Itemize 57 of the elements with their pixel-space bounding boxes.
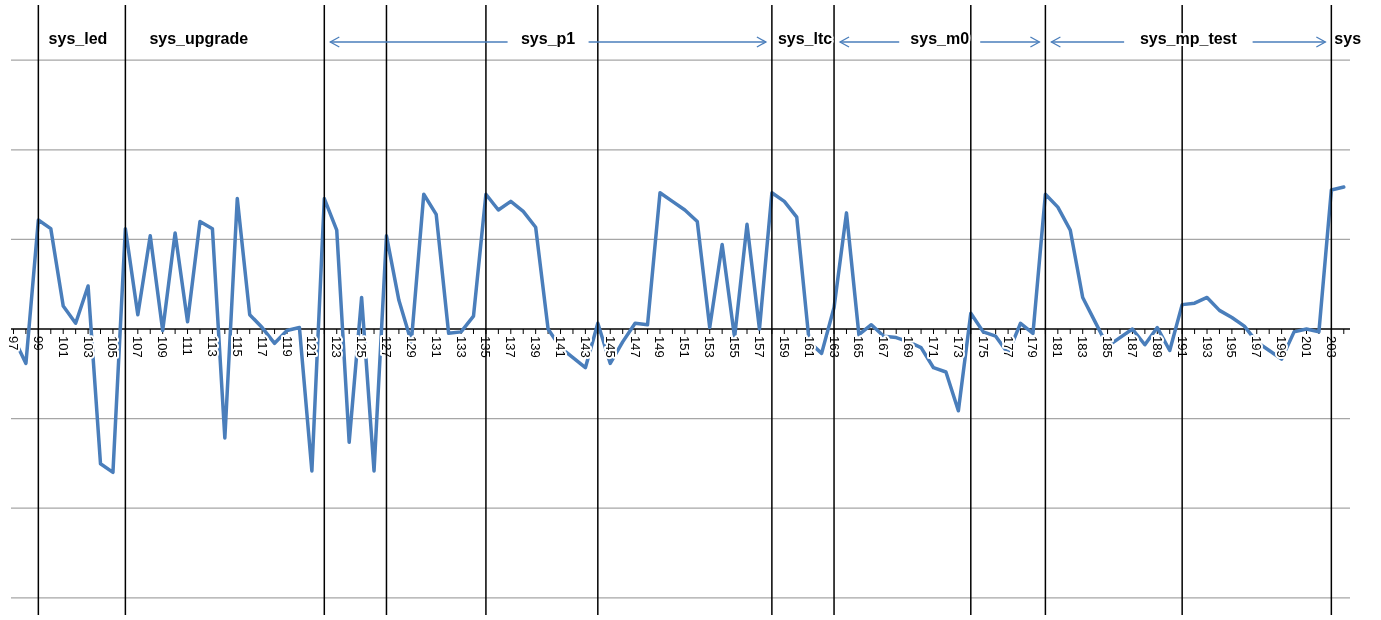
x-tick-label: 175 xyxy=(975,336,991,358)
x-tick-label: 163 xyxy=(826,336,842,358)
ref-line-label: sys_p1 xyxy=(520,29,576,47)
x-tick-label: 151 xyxy=(677,336,693,358)
x-tick-label: 107 xyxy=(130,336,146,358)
x-tick-label: 191 xyxy=(1174,336,1190,358)
x-tick-label: 199 xyxy=(1274,336,1290,358)
x-tick-label: 123 xyxy=(329,336,345,358)
x-tick-label: 143 xyxy=(577,336,593,358)
ref-line-label: sys xyxy=(1334,29,1362,47)
x-tick-label: 149 xyxy=(652,336,668,358)
x-tick-label: 189 xyxy=(1149,336,1165,358)
x-tick-label: 115 xyxy=(229,336,245,357)
x-tick-label: 167 xyxy=(876,336,892,358)
x-tick-label: 109 xyxy=(155,336,171,358)
x-tick-label: 135 xyxy=(478,336,494,358)
x-tick-label: 179 xyxy=(1025,336,1041,358)
x-tick-label: 201 xyxy=(1298,336,1314,358)
x-tick-label: 185 xyxy=(1100,336,1116,358)
x-tick-label: 157 xyxy=(751,336,767,358)
x-tick-label: 161 xyxy=(801,336,817,358)
x-tick-label: 159 xyxy=(776,336,792,358)
x-tick-label: 183 xyxy=(1075,336,1091,358)
x-tick-label: 139 xyxy=(528,336,544,358)
x-tick-label: 165 xyxy=(851,336,867,358)
x-tick-label: 101 xyxy=(55,336,71,358)
x-tick-label: 97 xyxy=(5,336,21,351)
x-tick-label: 121 xyxy=(304,336,320,358)
x-tick-label: 173 xyxy=(950,336,966,358)
x-tick-label: 197 xyxy=(1249,336,1265,358)
x-tick-label: 187 xyxy=(1124,336,1140,358)
x-tick-label: 145 xyxy=(602,336,618,358)
ref-line-label: sys_upgrade xyxy=(149,29,249,47)
x-tick-label: 141 xyxy=(553,336,569,358)
x-tick-label: 177 xyxy=(1000,336,1016,358)
x-tick-label: 195 xyxy=(1224,336,1240,358)
x-tick-label: 105 xyxy=(105,336,121,358)
ref-line-label: sys_ltc xyxy=(777,29,833,47)
x-tick-label: 193 xyxy=(1199,336,1215,358)
x-tick-label: 169 xyxy=(901,336,917,358)
x-tick-label: 111 xyxy=(180,336,196,356)
x-tick-label: 171 xyxy=(926,336,942,358)
x-tick-label: 129 xyxy=(403,336,419,358)
x-tick-label: 125 xyxy=(354,336,370,358)
x-tick-label: 153 xyxy=(702,336,718,358)
x-tick-label: 113 xyxy=(204,336,220,357)
ref-line-label: sys_m0 xyxy=(910,29,970,47)
x-tick-label: 119 xyxy=(279,336,295,357)
x-tick-label: 131 xyxy=(428,336,444,358)
x-tick-label: 103 xyxy=(80,336,96,358)
x-tick-label: 117 xyxy=(254,336,270,357)
x-tick-label: 147 xyxy=(627,336,643,358)
ref-line-label: sys_led xyxy=(48,29,108,47)
x-tick-label: 155 xyxy=(727,336,743,358)
x-tick-label: 133 xyxy=(453,336,469,358)
x-tick-label: 181 xyxy=(1050,336,1066,358)
x-tick-label: 137 xyxy=(503,336,519,358)
